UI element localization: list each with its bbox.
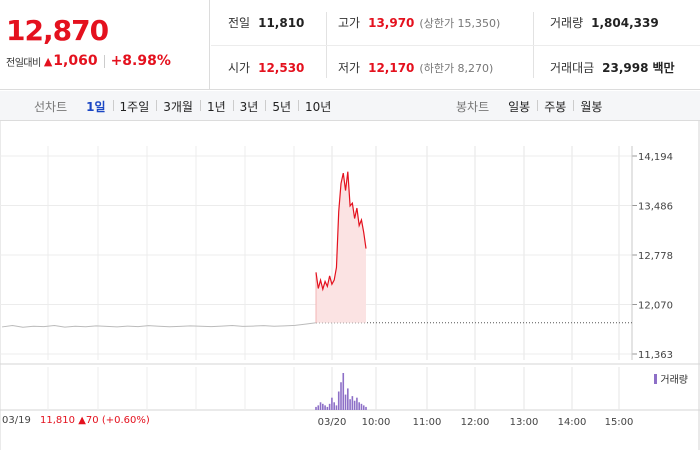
volume-bar bbox=[344, 394, 347, 410]
up-arrow-icon: ▲ bbox=[43, 54, 53, 68]
volume-bar bbox=[365, 406, 367, 410]
prev-day-date: 03/19 bbox=[2, 415, 31, 426]
x-tick-label: 11:00 bbox=[413, 417, 442, 428]
x-tick-label: 03/20 bbox=[318, 417, 347, 428]
stat-volume: 거래량 1,804,339 bbox=[550, 15, 659, 31]
change-rate: +8.98% bbox=[110, 53, 171, 69]
volume-bar bbox=[356, 397, 358, 410]
tab-10year[interactable]: 10년 bbox=[298, 98, 338, 115]
volume-legend-label: 거래량 bbox=[660, 375, 688, 386]
volume-bar bbox=[331, 397, 333, 410]
volume-bar bbox=[335, 405, 338, 410]
price-summary: 12,870 전일대비 ▲ 1,060 +8.98% bbox=[0, 0, 210, 90]
tab-5year[interactable]: 5년 bbox=[265, 98, 298, 115]
tab-3month[interactable]: 3개월 bbox=[156, 98, 200, 115]
volume-bar bbox=[349, 399, 351, 410]
volume-bar bbox=[322, 403, 324, 410]
volume-bar bbox=[362, 405, 365, 410]
tab-monthly-candle[interactable]: 월봉 bbox=[573, 98, 609, 115]
tab-weekly-candle[interactable]: 주봉 bbox=[537, 98, 573, 115]
tab-daily-candle[interactable]: 일봉 bbox=[508, 99, 531, 114]
y-tick-label: 11,363 bbox=[638, 350, 673, 361]
tab-1year[interactable]: 1년 bbox=[199, 98, 233, 115]
volume-bar bbox=[328, 403, 331, 410]
volume-bar bbox=[319, 402, 322, 410]
price-chart: 14,194 13,486 12,778 12,070 11,363 03/20 10:00… bbox=[0, 121, 700, 450]
volume-bar bbox=[360, 403, 363, 410]
today-price-line bbox=[315, 171, 367, 292]
volume-bar bbox=[326, 406, 329, 410]
stat-prev-close: 전일 11,810 bbox=[228, 15, 305, 31]
volume-bar bbox=[353, 400, 356, 410]
volume-bar bbox=[337, 391, 340, 410]
current-price: 12,870 bbox=[6, 14, 109, 47]
stat-high: 고가 13,970 (상한가 15,350) bbox=[338, 15, 501, 31]
line-chart-tabs: 선차트 1일 1주일 3개월 1년 3년 5년 10년 bbox=[34, 91, 338, 121]
stat-open: 시가 12,530 bbox=[228, 60, 305, 76]
prev-day-value: 11,810 ▲70 (+0.60%) bbox=[40, 415, 150, 426]
x-tick-label: 14:00 bbox=[558, 417, 587, 428]
stats-table: 전일 11,810 고가 13,970 (상한가 15,350) 거래량 1,8… bbox=[211, 0, 700, 90]
x-tick-label: 12:00 bbox=[461, 417, 490, 428]
y-tick-label: 14,194 bbox=[638, 152, 673, 163]
tab-1week[interactable]: 1주일 bbox=[112, 98, 157, 115]
prev-day-info: 03/19 11,810 ▲70 (+0.60%) bbox=[2, 415, 150, 426]
volume-bar bbox=[358, 402, 360, 410]
volume-bar bbox=[340, 382, 342, 410]
up-arrow-icon: ▲ bbox=[78, 415, 86, 426]
y-tick-label: 12,070 bbox=[638, 301, 673, 312]
x-tick-label: 15:00 bbox=[605, 417, 634, 428]
volume-swatch bbox=[654, 373, 658, 384]
stock-header: 12,870 전일대비 ▲ 1,060 +8.98% 전일 11,810 고가 … bbox=[0, 0, 700, 90]
divider bbox=[103, 54, 105, 68]
volume-legend: 거래량 bbox=[654, 371, 688, 386]
volume-bar bbox=[342, 373, 345, 410]
x-tick-label: 13:00 bbox=[510, 417, 539, 428]
y-tick-label: 13,486 bbox=[638, 202, 673, 213]
volume-bar bbox=[324, 405, 326, 410]
stat-low: 저가 12,170 (하한가 8,270) bbox=[338, 60, 494, 76]
change-value: 1,060 bbox=[53, 53, 98, 69]
volume-bar bbox=[333, 402, 335, 410]
y-tick-label: 12,778 bbox=[638, 251, 673, 262]
chart-period-tabs: 선차트 1일 1주일 3개월 1년 3년 5년 10년 봉차트 일봉 주봉 월봉 bbox=[0, 91, 700, 121]
change-label: 전일대비 bbox=[6, 57, 41, 69]
today-area-fill bbox=[316, 171, 366, 323]
chart-svg: 14,194 13,486 12,778 12,070 11,363 03/20 10:00… bbox=[0, 121, 700, 450]
candle-chart-tabs: 봉차트 일봉 주봉 월봉 bbox=[456, 91, 609, 121]
price-change: 전일대비 ▲ 1,060 +8.98% bbox=[6, 53, 171, 69]
volume-bar bbox=[351, 396, 354, 410]
divider bbox=[211, 45, 700, 46]
tab-1day[interactable]: 1일 bbox=[86, 99, 106, 114]
candle-chart-label: 봉차트 bbox=[456, 99, 490, 114]
x-tick-label: 10:00 bbox=[362, 417, 391, 428]
prev-day-line bbox=[1, 322, 317, 328]
volume-bar bbox=[315, 406, 317, 410]
tab-3year[interactable]: 3년 bbox=[232, 98, 266, 115]
line-chart-label: 선차트 bbox=[34, 99, 68, 114]
stat-trading-amount: 거래대금 23,998 백만 bbox=[550, 60, 675, 76]
volume-bar bbox=[347, 388, 349, 410]
volume-bar bbox=[317, 405, 320, 410]
